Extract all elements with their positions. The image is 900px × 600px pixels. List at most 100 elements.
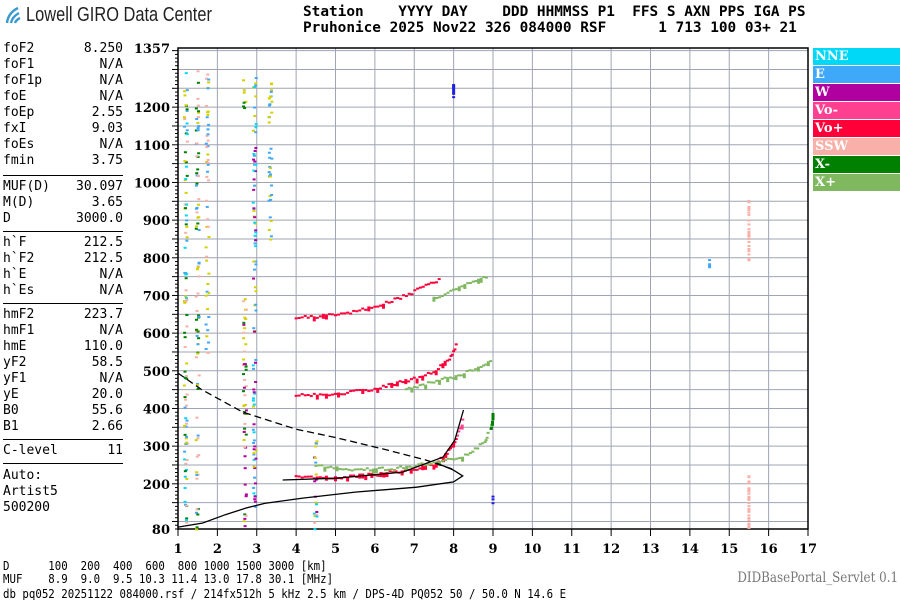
legend-item-e: E [813, 66, 900, 83]
trace-point-voplus [421, 465, 425, 471]
trace-point-voplus [418, 467, 422, 470]
x-tick-label: 5 [331, 542, 340, 557]
trace-point-xplus [317, 464, 321, 467]
interference-dot [183, 500, 187, 503]
interference-dot [183, 125, 187, 128]
interference-dot [270, 111, 274, 114]
interference-dot [269, 198, 273, 201]
trace-point-xplus [446, 377, 450, 383]
interference-dot [195, 117, 199, 120]
trace-point-e [708, 263, 712, 269]
interference-dot [244, 100, 248, 103]
interference-dot [183, 470, 187, 473]
trace-point-xplus [338, 467, 342, 470]
trace-point-voplus [453, 441, 457, 444]
trace-point-voplus [349, 390, 353, 393]
interference-dot [195, 526, 199, 529]
interference-dot [242, 364, 246, 367]
interference-dot [205, 290, 209, 293]
trace-point-voplus [309, 314, 313, 317]
trace-point-voplus [346, 311, 350, 314]
interference-dot [197, 111, 201, 114]
interference-dot [185, 109, 189, 112]
trace-point-voplus [390, 382, 394, 388]
x-tick-label: 12 [602, 542, 620, 557]
param-b0: B0 55.6 [3, 403, 123, 419]
interference-dot [184, 404, 188, 407]
interference-dot [206, 218, 210, 221]
interference-dot [184, 214, 188, 217]
trace-point-xplus [429, 463, 433, 466]
interference-dot [196, 81, 200, 84]
trace-point-voplus [448, 447, 452, 450]
interference-dot [242, 439, 246, 442]
trace-point-vominus [457, 430, 461, 433]
interference-dot [204, 77, 208, 80]
interference-dot [315, 503, 319, 506]
trace-point-voplus [327, 394, 331, 397]
trace-point-voplus [400, 470, 404, 476]
trace-point-voplus [294, 394, 298, 397]
interference-dot [195, 474, 199, 477]
interference-dot [197, 203, 201, 206]
trace-point-xplus [471, 450, 475, 453]
interference-dot [184, 300, 188, 303]
interference-dot [195, 508, 199, 511]
param-yf2: yF2 58.5 [3, 355, 123, 371]
trace-point-xplus [484, 439, 488, 442]
trace-point-xplus [443, 293, 447, 296]
trace-point-xplus [443, 459, 447, 462]
trace-point-xplus [417, 463, 421, 466]
interference-dot [185, 140, 189, 143]
param-value: 9.03 [91, 121, 123, 136]
interference-dot [314, 478, 318, 481]
brand-logo[interactable]: Lowell GIRO Data Center [4, 4, 253, 26]
interference-dot [196, 121, 200, 124]
trace-point-xplus [449, 289, 453, 292]
trace-point-voplus [445, 452, 449, 455]
interference-dot [195, 528, 199, 531]
trace-point-xplus [432, 296, 436, 302]
interference-dot [270, 193, 274, 196]
trace-point-voplus [300, 476, 304, 479]
trace-point-voplus [387, 383, 391, 386]
param-he: h`E N/A [3, 267, 123, 283]
interference-dot [243, 455, 247, 458]
trace-point-xplus [441, 459, 445, 462]
interference-dot [206, 225, 210, 228]
interference-dot [196, 434, 200, 437]
interference-dot [252, 397, 256, 400]
trace-point-voplus [424, 374, 427, 377]
y-tick-label: 700 [143, 289, 170, 304]
trace-point-voplus [395, 381, 399, 387]
trace-point-ssw [747, 201, 751, 204]
trace-point-xplus [471, 369, 475, 372]
trace-point-xplus [449, 457, 453, 460]
trace-point-xplus [486, 361, 490, 367]
interference-dot [184, 295, 188, 298]
param-mufd: MUF(D) 30.097 [3, 179, 123, 195]
interference-dot [252, 178, 256, 181]
trace-point-ssw [747, 519, 751, 522]
interference-dot [195, 206, 199, 209]
trace-point-voplus [379, 387, 382, 390]
interference-dot [205, 134, 209, 137]
param-value: 8.250 [83, 41, 123, 56]
interference-dot [205, 175, 209, 178]
trace-point-ssw [747, 492, 751, 495]
interference-dot [268, 165, 272, 168]
trace-point-ssw [747, 514, 751, 517]
trace-point-xplus [396, 466, 400, 469]
interference-dot [252, 453, 256, 456]
param-name: M(D) [3, 195, 35, 210]
interference-dot [313, 456, 317, 459]
trace-point-xminus [491, 414, 495, 420]
interference-dot [253, 500, 257, 503]
param-b1: B1 2.66 [3, 419, 123, 435]
param-name: h`F2 [3, 251, 35, 266]
trace-point-voplus [367, 390, 371, 393]
trace-point-xplus [455, 457, 459, 460]
param-name: yE [3, 387, 19, 402]
trace-point-voplus [337, 392, 341, 398]
interference-dot [204, 347, 208, 350]
